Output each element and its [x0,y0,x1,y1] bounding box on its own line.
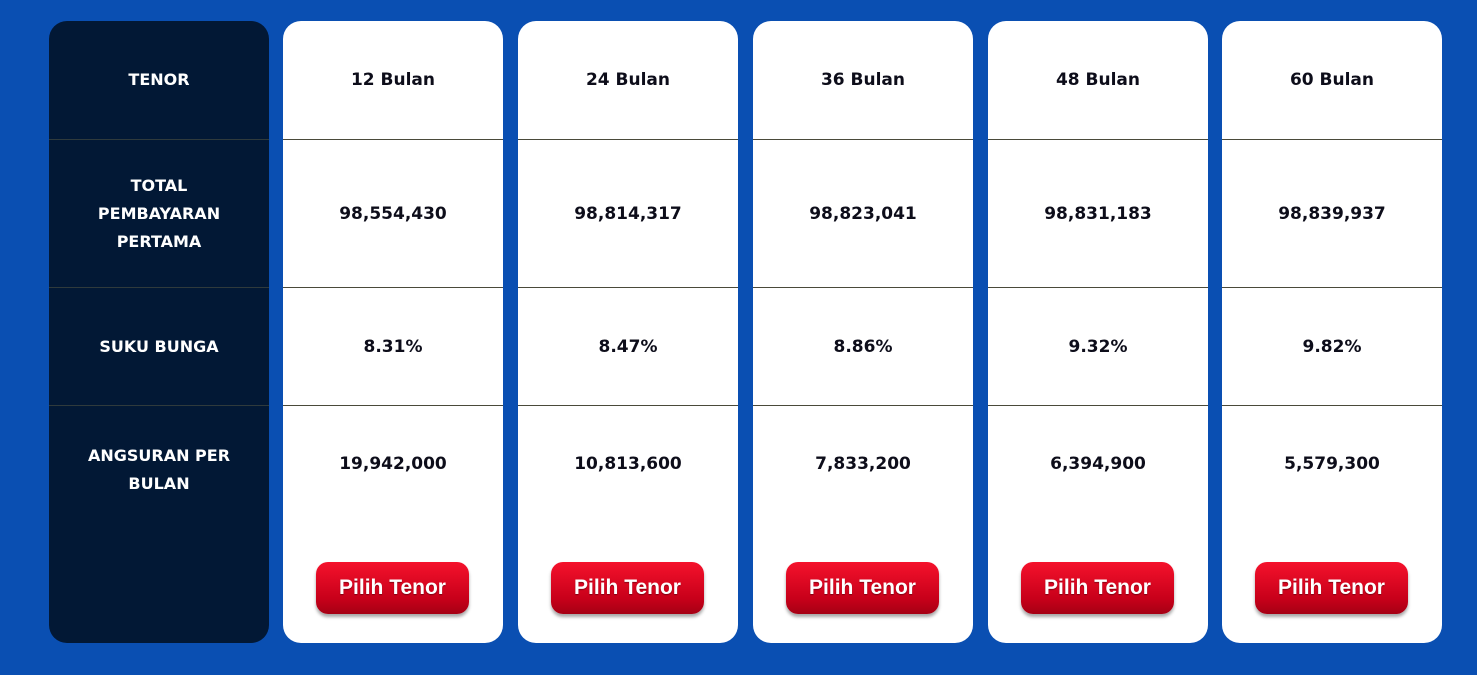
pilih-tenor-button[interactable]: Pilih Tenor [786,562,939,614]
label-suku-bunga: SUKU BUNGA [49,287,269,405]
suku-bunga-value: 8.31% [283,287,503,405]
total-pembayaran-value: 98,554,430 [283,139,503,287]
total-pembayaran-value: 98,814,317 [518,139,738,287]
angsuran-value: 10,813,600 [518,405,738,527]
tenor-card: 24 Bulan 98,814,317 8.47% 10,813,600 Pil… [518,21,738,643]
label-tenor: TENOR [128,70,190,89]
label-angsuran: ANGSURAN PER BULAN [49,405,269,527]
total-pembayaran-value: 98,831,183 [988,139,1208,287]
label-column: TENOR TOTAL PEMBAYARAN PERTAMA SUKU BUNG… [49,21,269,643]
tenor-card: 60 Bulan 98,839,937 9.82% 5,579,300 Pili… [1222,21,1442,643]
total-pembayaran-value: 98,823,041 [753,139,973,287]
tenor-value: 24 Bulan [585,70,671,90]
pilih-tenor-button[interactable]: Pilih Tenor [316,562,469,614]
total-pembayaran-value: 98,839,937 [1222,139,1442,287]
angsuran-value: 5,579,300 [1222,405,1442,527]
tenor-card: 36 Bulan 98,823,041 8.86% 7,833,200 Pili… [753,21,973,643]
angsuran-value: 6,394,900 [988,405,1208,527]
suku-bunga-value: 9.82% [1222,287,1442,405]
angsuran-value: 7,833,200 [753,405,973,527]
label-total-pembayaran: TOTAL PEMBAYARAN PERTAMA [49,139,269,287]
tenor-value: 36 Bulan [820,70,906,90]
pilih-tenor-button[interactable]: Pilih Tenor [1021,562,1174,614]
tenor-value: 48 Bulan [1055,70,1141,90]
angsuran-value: 19,942,000 [283,405,503,527]
suku-bunga-value: 9.32% [988,287,1208,405]
pilih-tenor-button[interactable]: Pilih Tenor [1255,562,1408,614]
suku-bunga-value: 8.47% [518,287,738,405]
tenor-value: 12 Bulan [350,70,436,90]
suku-bunga-value: 8.86% [753,287,973,405]
pilih-tenor-button[interactable]: Pilih Tenor [551,562,704,614]
tenor-card: 12 Bulan 98,554,430 8.31% 19,942,000 Pil… [283,21,503,643]
tenor-card: 48 Bulan 98,831,183 9.32% 6,394,900 Pili… [988,21,1208,643]
tenor-value: 60 Bulan [1289,70,1375,90]
